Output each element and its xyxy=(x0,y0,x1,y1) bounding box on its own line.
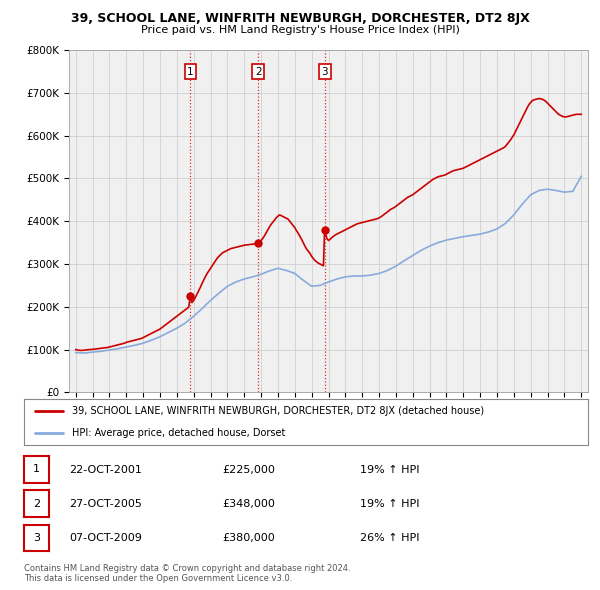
Text: £380,000: £380,000 xyxy=(222,533,275,543)
Text: 07-OCT-2009: 07-OCT-2009 xyxy=(69,533,142,543)
Text: 3: 3 xyxy=(322,67,328,77)
Text: 2: 2 xyxy=(255,67,262,77)
Text: £348,000: £348,000 xyxy=(222,499,275,509)
Text: 2: 2 xyxy=(33,499,40,509)
Text: 39, SCHOOL LANE, WINFRITH NEWBURGH, DORCHESTER, DT2 8JX: 39, SCHOOL LANE, WINFRITH NEWBURGH, DORC… xyxy=(71,12,529,25)
Text: 22-OCT-2001: 22-OCT-2001 xyxy=(69,465,142,474)
Text: 1: 1 xyxy=(187,67,194,77)
Text: Contains HM Land Registry data © Crown copyright and database right 2024.
This d: Contains HM Land Registry data © Crown c… xyxy=(24,563,350,583)
Text: £225,000: £225,000 xyxy=(222,465,275,474)
Text: 1: 1 xyxy=(33,464,40,474)
Text: 39, SCHOOL LANE, WINFRITH NEWBURGH, DORCHESTER, DT2 8JX (detached house): 39, SCHOOL LANE, WINFRITH NEWBURGH, DORC… xyxy=(72,406,484,416)
Text: 19% ↑ HPI: 19% ↑ HPI xyxy=(360,499,419,509)
Text: Price paid vs. HM Land Registry's House Price Index (HPI): Price paid vs. HM Land Registry's House … xyxy=(140,25,460,35)
Text: 3: 3 xyxy=(33,533,40,543)
Text: HPI: Average price, detached house, Dorset: HPI: Average price, detached house, Dors… xyxy=(72,428,286,438)
Text: 26% ↑ HPI: 26% ↑ HPI xyxy=(360,533,419,543)
Text: 19% ↑ HPI: 19% ↑ HPI xyxy=(360,465,419,474)
Text: 27-OCT-2005: 27-OCT-2005 xyxy=(69,499,142,509)
